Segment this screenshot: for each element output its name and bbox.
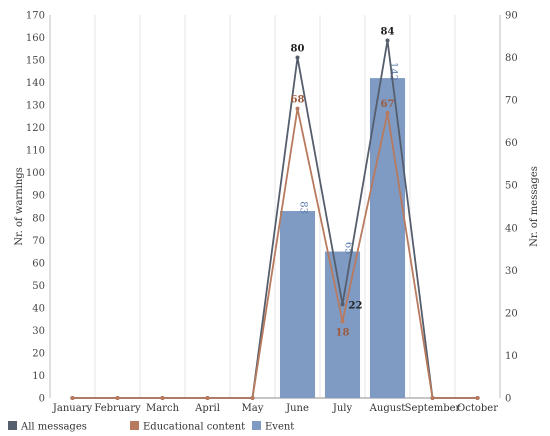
x-tick-label: January — [52, 403, 93, 414]
y-right-tick-label: 40 — [505, 223, 518, 234]
series-point — [295, 55, 300, 60]
y-left-tick-label: 160 — [26, 33, 45, 44]
y-right-tick-label: 30 — [505, 266, 518, 277]
y-left-tick-label: 100 — [26, 168, 45, 179]
data-label-all-messages: 80 — [291, 44, 305, 55]
legend-swatch — [130, 421, 139, 430]
series-point — [385, 38, 390, 43]
bar-event — [369, 78, 406, 399]
y-left-tick-label: 0 — [39, 394, 45, 405]
y-left-tick-label: 80 — [32, 213, 45, 224]
y-left-tick-label: 70 — [32, 236, 45, 247]
series-point — [115, 396, 120, 400]
y-left-tick-label: 30 — [32, 326, 45, 337]
x-tick-label: October — [457, 403, 498, 414]
y-right-tick-label: 0 — [505, 394, 511, 405]
series-point — [70, 396, 75, 400]
legend-swatch — [8, 421, 17, 430]
x-tick-label: September — [405, 403, 461, 414]
y-right-tick-label: 80 — [505, 53, 518, 64]
data-label-all-messages: 84 — [381, 27, 395, 38]
legend-label: All messages — [20, 422, 87, 433]
bar-value-label: 142 — [388, 62, 399, 81]
x-tick-label: May — [242, 403, 264, 414]
y-right-tick-label: 60 — [505, 138, 518, 149]
bar-event — [324, 251, 361, 398]
y-left-tick-label: 130 — [26, 101, 45, 112]
y-left-tick-label: 140 — [26, 78, 45, 89]
y-left-tick-label: 150 — [26, 56, 45, 67]
bar-value-label: 83 — [298, 201, 309, 214]
data-label-educational-content: 67 — [381, 99, 395, 110]
legend-label: Educational content — [143, 422, 245, 433]
x-tick-label: June — [285, 403, 309, 414]
series-point — [475, 396, 480, 400]
y-right-tick-label: 10 — [505, 351, 518, 362]
bar-event — [279, 211, 316, 398]
series-point — [205, 396, 210, 400]
y-right-tick-label: 90 — [505, 11, 518, 22]
data-label-educational-content: 68 — [291, 95, 305, 106]
x-tick-label: February — [94, 403, 141, 414]
series-point — [430, 396, 435, 400]
y-left-tick-label: 110 — [26, 146, 45, 157]
y-left-tick-label: 120 — [26, 123, 45, 134]
data-label-educational-content: 18 — [336, 327, 350, 338]
legend-swatch — [252, 421, 261, 430]
data-label-all-messages: 22 — [349, 300, 363, 311]
series-point — [340, 319, 345, 324]
y-left-axis-title: Nr. of warnings — [14, 167, 25, 246]
y-left-tick-label: 40 — [32, 303, 45, 314]
y-right-axis-title: Nr. of messages — [529, 166, 540, 247]
x-tick-label: July — [332, 403, 353, 414]
series-point — [295, 106, 300, 111]
y-right-tick-label: 70 — [505, 96, 518, 107]
series-point — [385, 110, 390, 115]
legend-label: Event — [265, 422, 294, 433]
y-left-tick-label: 90 — [32, 191, 45, 202]
y-left-tick-label: 10 — [32, 371, 45, 382]
x-tick-label: April — [194, 403, 220, 414]
series-point — [340, 302, 345, 307]
y-left-tick-label: 170 — [26, 11, 45, 22]
y-left-tick-label: 50 — [32, 281, 45, 292]
series-point — [160, 396, 165, 400]
y-left-tick-label: 60 — [32, 258, 45, 269]
y-right-tick-label: 50 — [505, 181, 518, 192]
y-left-tick-label: 20 — [32, 348, 45, 359]
series-line — [72, 108, 478, 399]
x-tick-label: August — [369, 403, 406, 414]
bar-value-label: 65 — [343, 242, 354, 255]
x-tick-label: March — [146, 403, 180, 414]
series-point — [250, 396, 255, 400]
y-right-tick-label: 20 — [505, 308, 518, 319]
